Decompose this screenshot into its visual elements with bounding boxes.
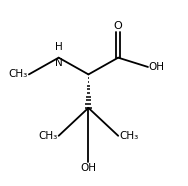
- Text: H: H: [55, 42, 63, 52]
- Text: OH: OH: [149, 62, 165, 72]
- Text: O: O: [114, 21, 123, 31]
- Text: CH₃: CH₃: [39, 131, 58, 141]
- Text: OH: OH: [80, 163, 96, 173]
- Text: CH₃: CH₃: [119, 131, 138, 141]
- Text: CH₃: CH₃: [9, 69, 28, 79]
- Text: N: N: [55, 58, 63, 68]
